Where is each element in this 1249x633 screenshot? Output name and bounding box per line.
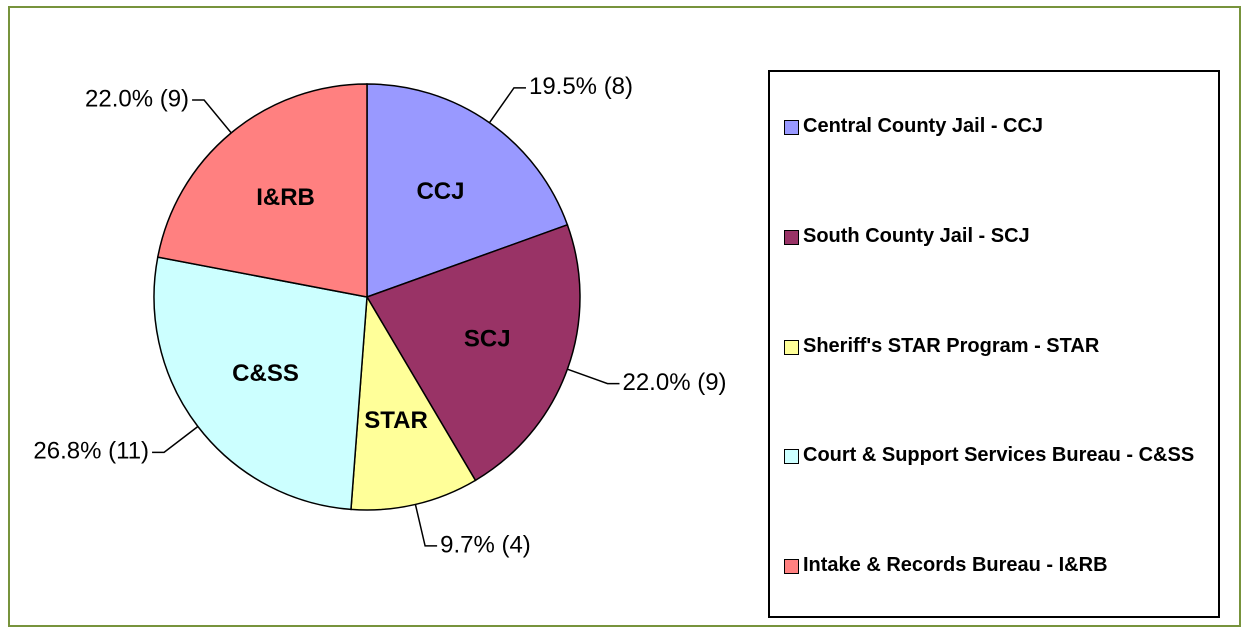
slice-label: CCJ — [416, 178, 464, 205]
slice-label: C&SS — [232, 360, 299, 387]
slice-label: SCJ — [464, 326, 511, 353]
legend-swatch — [784, 449, 799, 465]
legend-swatch — [784, 120, 799, 136]
data-label: 26.8% (11) — [33, 438, 149, 465]
legend-entry: Sheriff's STAR Program - STAR — [784, 331, 1214, 362]
legend-label: Court & Support Services Bureau - C&SS — [803, 444, 1195, 467]
legend-label: Sheriff's STAR Program - STAR — [803, 334, 1100, 357]
pie-slice — [350, 294, 477, 511]
slice-label: STAR — [364, 407, 428, 434]
data-label: 22.0% (9) — [85, 85, 189, 112]
pie-slice — [153, 256, 368, 511]
data-label: 19.5% (8) — [529, 73, 633, 100]
leader-line — [414, 504, 438, 547]
legend-label: South County Jail - SCJ — [803, 224, 1030, 247]
leader-line — [152, 425, 199, 454]
legend: Central County Jail - CCJ South County Ja… — [768, 70, 1220, 618]
leader-line — [488, 87, 526, 124]
legend-entry: South County Jail - SCJ — [784, 221, 1214, 252]
leader-line — [192, 99, 232, 134]
legend-swatch — [784, 229, 799, 245]
chart-border — [8, 6, 1241, 627]
pie-slice — [156, 83, 368, 298]
legend-swatch — [784, 558, 799, 574]
legend-label: Intake & Records Bureau - I&RB — [803, 553, 1108, 576]
leader-line — [567, 368, 620, 385]
data-label: 9.7% (4) — [440, 531, 531, 558]
pie-slice — [365, 223, 581, 482]
legend-entry: Court & Support Services Bureau - C&SS — [784, 440, 1214, 471]
data-label: 22.0% (9) — [622, 369, 726, 396]
legend-entry: Central County Jail - CCJ — [784, 111, 1214, 142]
legend-swatch — [784, 339, 799, 355]
slice-label: I&RB — [256, 184, 315, 211]
legend-entry: Intake & Records Bureau - I&RB — [784, 550, 1214, 581]
legend-label: Central County Jail - CCJ — [803, 115, 1044, 138]
